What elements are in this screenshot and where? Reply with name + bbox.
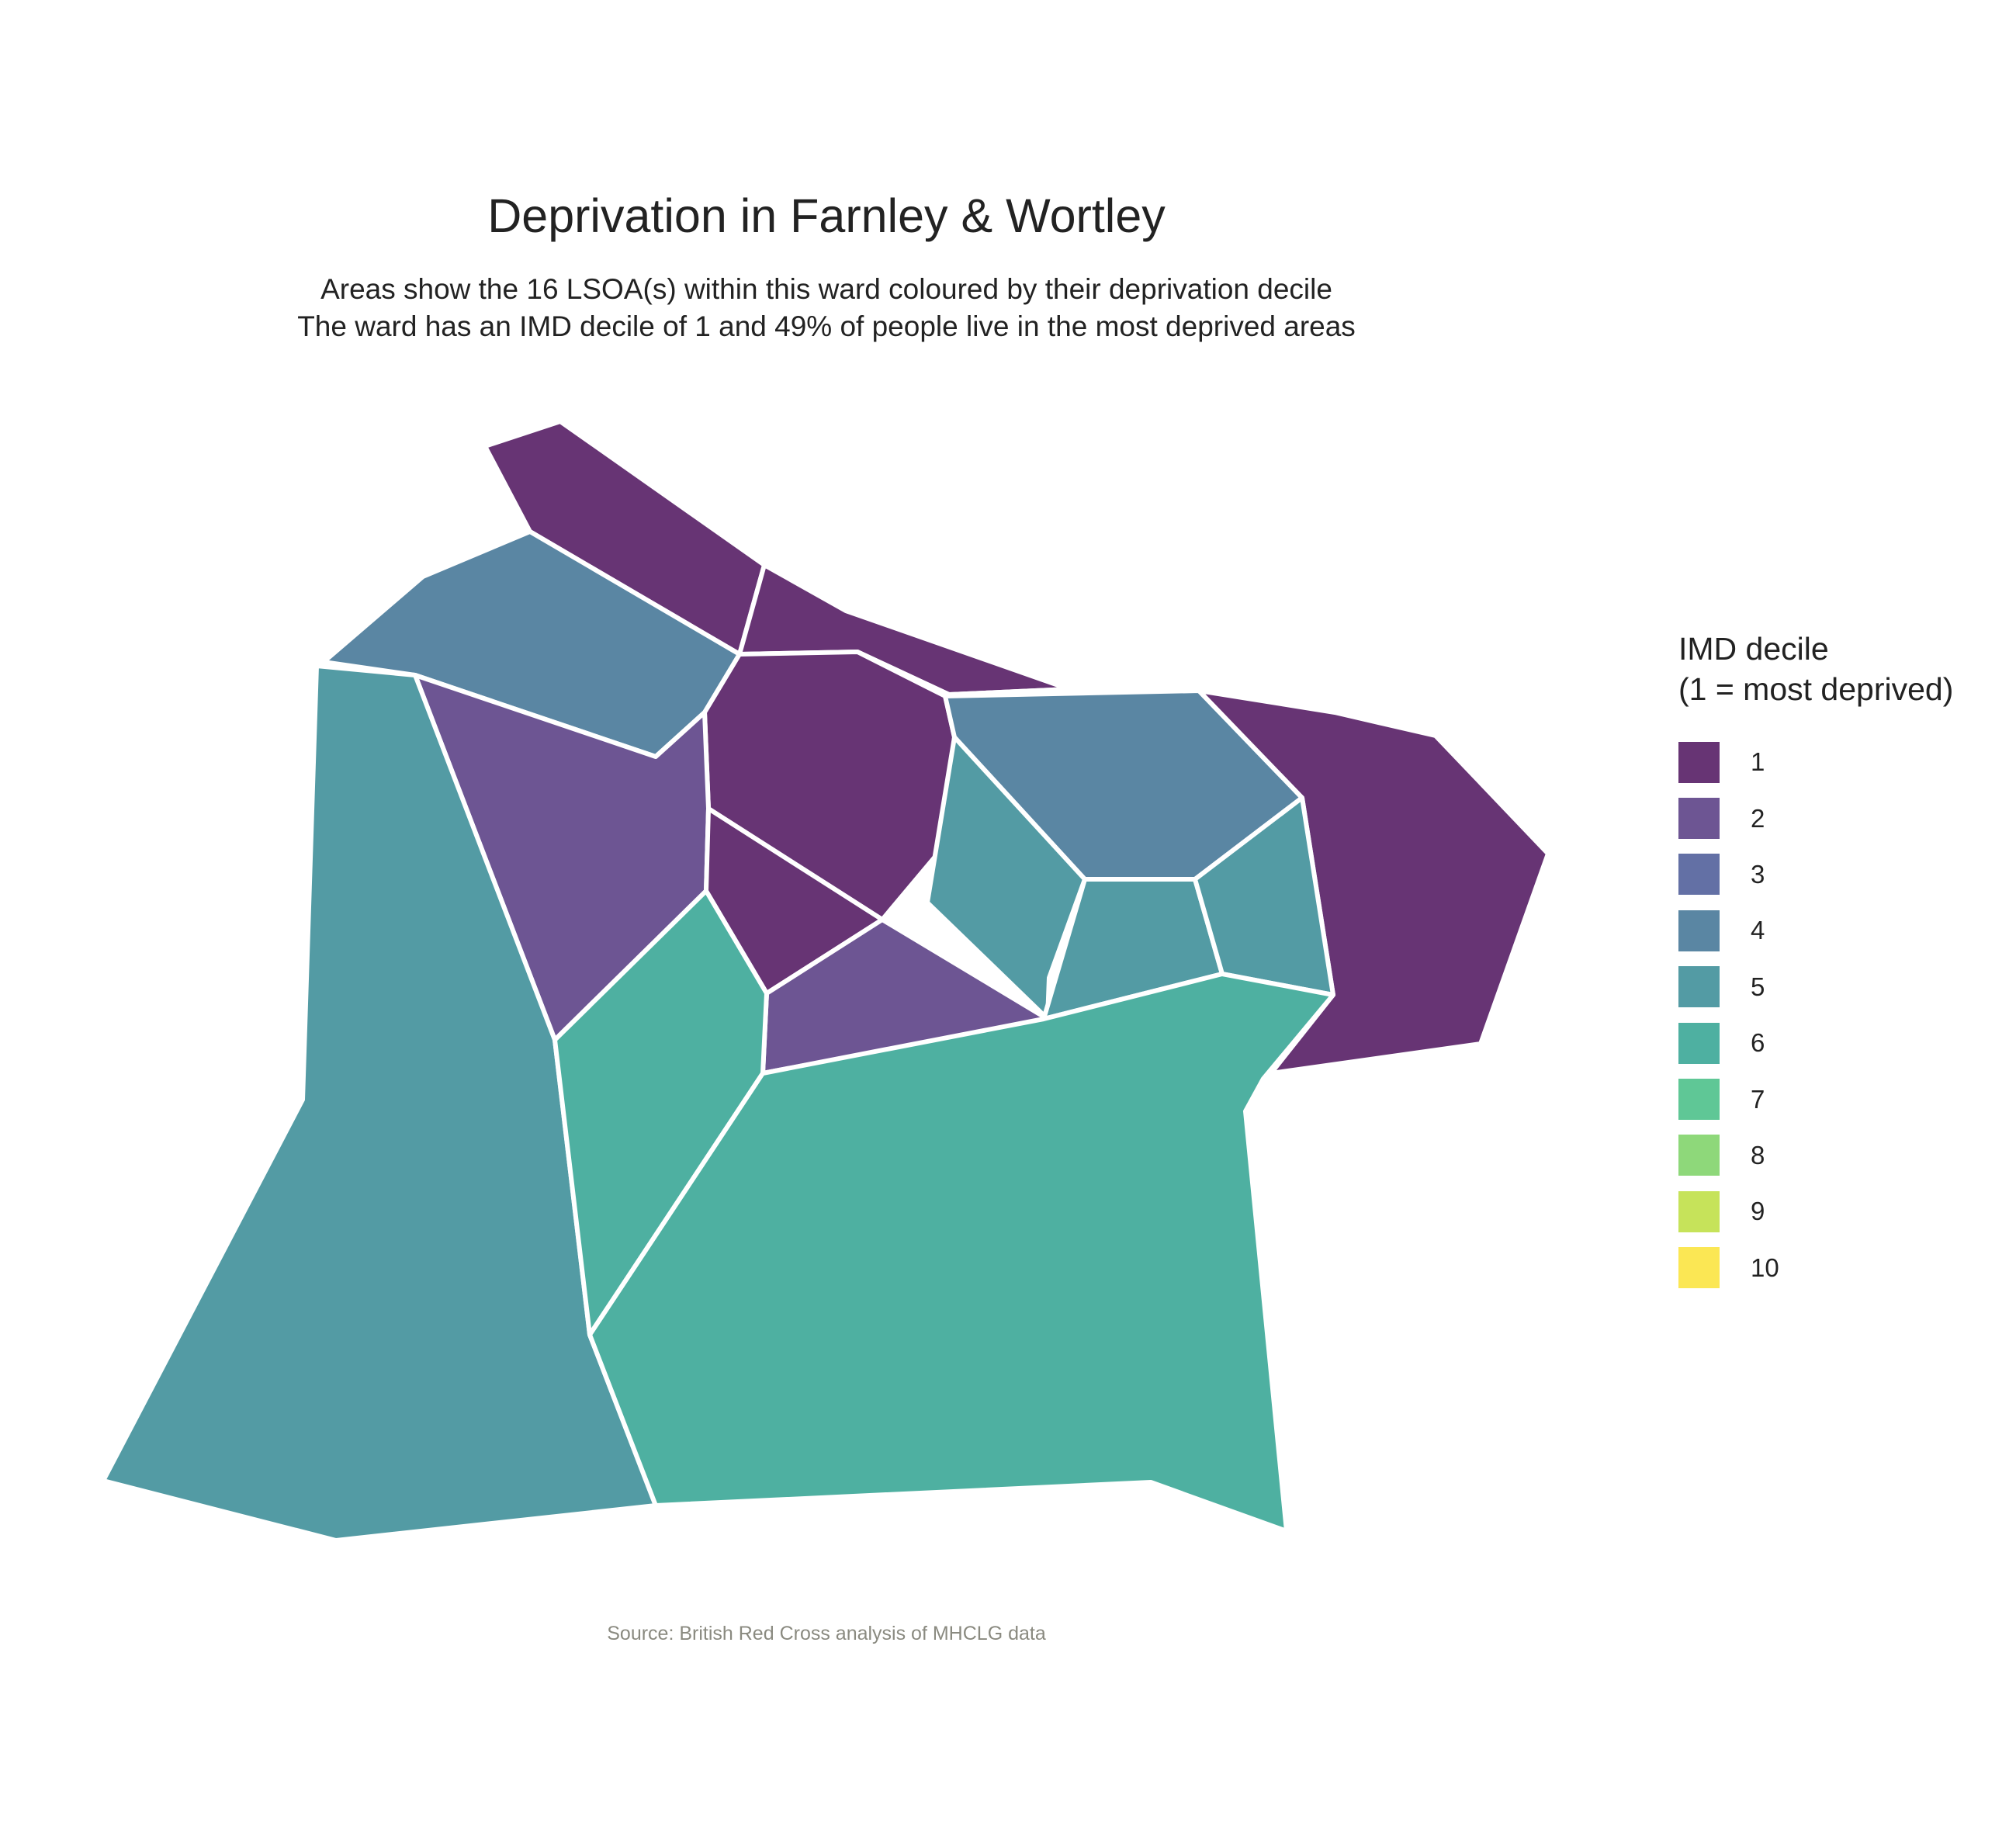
- map-subtitle-line2: The ward has an IMD decile of 1 and 49% …: [297, 310, 1356, 342]
- legend-item-4: 4: [1678, 903, 1953, 958]
- legend-label: 6: [1751, 1028, 1765, 1058]
- legend-label: 8: [1751, 1140, 1765, 1169]
- legend-swatch: [1678, 1079, 1720, 1121]
- legend-swatch: [1678, 1022, 1720, 1064]
- legend-label: 5: [1751, 972, 1765, 1001]
- legend-label: 4: [1751, 916, 1765, 945]
- legend-label: 2: [1751, 803, 1765, 833]
- legend-label: 1: [1751, 747, 1765, 777]
- legend-title-line1: IMD decile: [1678, 631, 1829, 667]
- legend: IMD decile (1 = most deprived) 1 2 3 4 5 6 7 8 9…: [1678, 629, 1953, 1296]
- legend-item-5: 5: [1678, 959, 1953, 1015]
- legend-swatch: [1678, 854, 1720, 896]
- legend-swatch: [1678, 798, 1720, 840]
- legend-item-10: 10: [1678, 1240, 1953, 1296]
- legend-title-line2: (1 = most deprived): [1678, 671, 1954, 707]
- legend-item-7: 7: [1678, 1071, 1953, 1127]
- source-caption: Source: British Red Cross analysis of MH…: [607, 1623, 1046, 1644]
- legend-title: IMD decile (1 = most deprived): [1678, 629, 1953, 709]
- legend-label: 9: [1751, 1197, 1765, 1226]
- legend-swatch: [1678, 1135, 1720, 1176]
- legend-swatch: [1678, 910, 1720, 951]
- map-title: Deprivation in Farnley & Wortley: [487, 189, 1166, 242]
- legend-item-2: 2: [1678, 790, 1953, 846]
- legend-item-9: 9: [1678, 1183, 1953, 1239]
- map-subtitle-line1: Areas show the 16 LSOA(s) within this wa…: [320, 273, 1332, 305]
- lsoa-area-15: [552, 889, 769, 1337]
- legend-label: 10: [1751, 1253, 1779, 1282]
- legend-item-3: 3: [1678, 847, 1953, 903]
- legend-swatch: [1678, 741, 1720, 783]
- legend-item-1: 1: [1678, 734, 1953, 790]
- legend-swatch: [1678, 1247, 1720, 1289]
- legend-items: 1 2 3 4 5 6 7 8 9 10: [1678, 734, 1953, 1296]
- legend-item-8: 8: [1678, 1128, 1953, 1183]
- legend-item-6: 6: [1678, 1015, 1953, 1071]
- legend-label: 3: [1751, 859, 1765, 889]
- legend-swatch: [1678, 966, 1720, 1008]
- lsoa-area-16: [587, 972, 1335, 1533]
- legend-label: 7: [1751, 1084, 1765, 1114]
- legend-swatch: [1678, 1190, 1720, 1232]
